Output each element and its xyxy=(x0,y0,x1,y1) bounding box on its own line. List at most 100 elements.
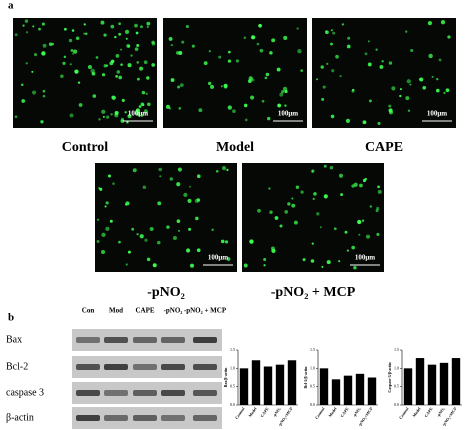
y-tick-label: 0.0 xyxy=(310,402,315,407)
lane-label: Mod xyxy=(109,307,123,315)
cell xyxy=(291,203,296,208)
cell xyxy=(191,44,195,48)
cell xyxy=(391,86,396,91)
cell xyxy=(32,25,35,28)
cell xyxy=(95,56,99,59)
x-tick-label: Model xyxy=(327,406,338,419)
cell xyxy=(132,168,137,173)
blot-band xyxy=(104,415,128,421)
cell xyxy=(138,105,142,108)
cell xyxy=(359,183,363,188)
cell xyxy=(118,22,121,26)
cell xyxy=(362,178,367,183)
cell xyxy=(257,208,261,213)
cell xyxy=(145,92,148,95)
cell xyxy=(170,78,175,82)
cell xyxy=(120,63,123,66)
cell xyxy=(243,263,248,268)
cell xyxy=(102,115,105,118)
cell xyxy=(111,95,115,100)
cell xyxy=(388,104,392,108)
cell xyxy=(41,51,46,56)
image-caption: Model xyxy=(216,140,254,155)
cell xyxy=(274,216,279,220)
cell xyxy=(124,29,130,34)
y-axis-label: Caspase-3/β-actin xyxy=(387,362,392,393)
cell xyxy=(332,31,336,35)
cell xyxy=(147,102,151,107)
cell xyxy=(188,227,192,231)
blot-band xyxy=(104,364,128,370)
cell xyxy=(116,70,121,74)
cell xyxy=(98,118,101,121)
cell xyxy=(136,233,139,236)
cell xyxy=(419,77,424,82)
cell xyxy=(84,32,88,35)
cell xyxy=(228,50,231,54)
image-caption: CAPE xyxy=(365,140,403,155)
cell xyxy=(169,177,173,181)
cell xyxy=(220,85,223,88)
cell xyxy=(399,88,402,91)
cell xyxy=(149,226,154,231)
blot-band xyxy=(193,390,217,396)
cell xyxy=(151,63,155,67)
cell xyxy=(99,187,103,191)
blot-band xyxy=(76,337,100,343)
bar xyxy=(403,368,413,405)
cell xyxy=(130,54,133,57)
cell xyxy=(38,27,41,31)
x-tick-label: Control xyxy=(398,406,410,420)
cell xyxy=(313,192,317,196)
cell xyxy=(136,61,140,64)
cell xyxy=(338,173,344,178)
cell xyxy=(279,92,284,97)
bar xyxy=(343,375,353,405)
cell xyxy=(226,168,229,172)
cell xyxy=(325,30,328,33)
y-tick-label: 1.5 xyxy=(394,347,399,352)
cell xyxy=(115,75,119,78)
blot-band xyxy=(161,364,185,370)
cell xyxy=(106,115,110,119)
cell xyxy=(196,248,201,253)
cell xyxy=(101,73,106,77)
cell xyxy=(375,48,378,51)
blot-band xyxy=(104,390,128,396)
cell xyxy=(151,40,155,45)
cell xyxy=(261,99,265,103)
cell xyxy=(183,192,188,198)
cell xyxy=(118,240,121,244)
cell xyxy=(69,63,72,66)
blot-band xyxy=(76,364,100,370)
cell xyxy=(159,175,162,178)
bar xyxy=(287,360,297,405)
cell xyxy=(77,81,81,84)
cell xyxy=(445,88,450,93)
cell xyxy=(14,115,18,119)
blot-band xyxy=(193,337,217,343)
y-tick-label: 0.5 xyxy=(230,384,235,389)
image-caption: -pNO₂ xyxy=(147,285,185,300)
cell xyxy=(315,78,319,81)
bar xyxy=(331,379,341,405)
cell xyxy=(226,257,231,261)
cell xyxy=(73,49,78,54)
cell xyxy=(196,198,201,202)
x-tick-label: Control xyxy=(314,406,326,420)
cell xyxy=(243,36,247,40)
cell xyxy=(312,197,315,201)
cell xyxy=(256,42,260,46)
cell xyxy=(62,61,66,65)
cell xyxy=(409,83,412,86)
y-axis-label: Bcl-2/β-actin xyxy=(303,366,308,389)
cell xyxy=(158,167,163,172)
bar xyxy=(263,366,273,405)
cell xyxy=(330,114,335,119)
cell xyxy=(69,113,74,118)
cell xyxy=(263,264,266,267)
cell xyxy=(25,62,28,65)
blot-band xyxy=(133,415,157,421)
cell xyxy=(232,109,236,113)
blot-band xyxy=(193,415,217,421)
